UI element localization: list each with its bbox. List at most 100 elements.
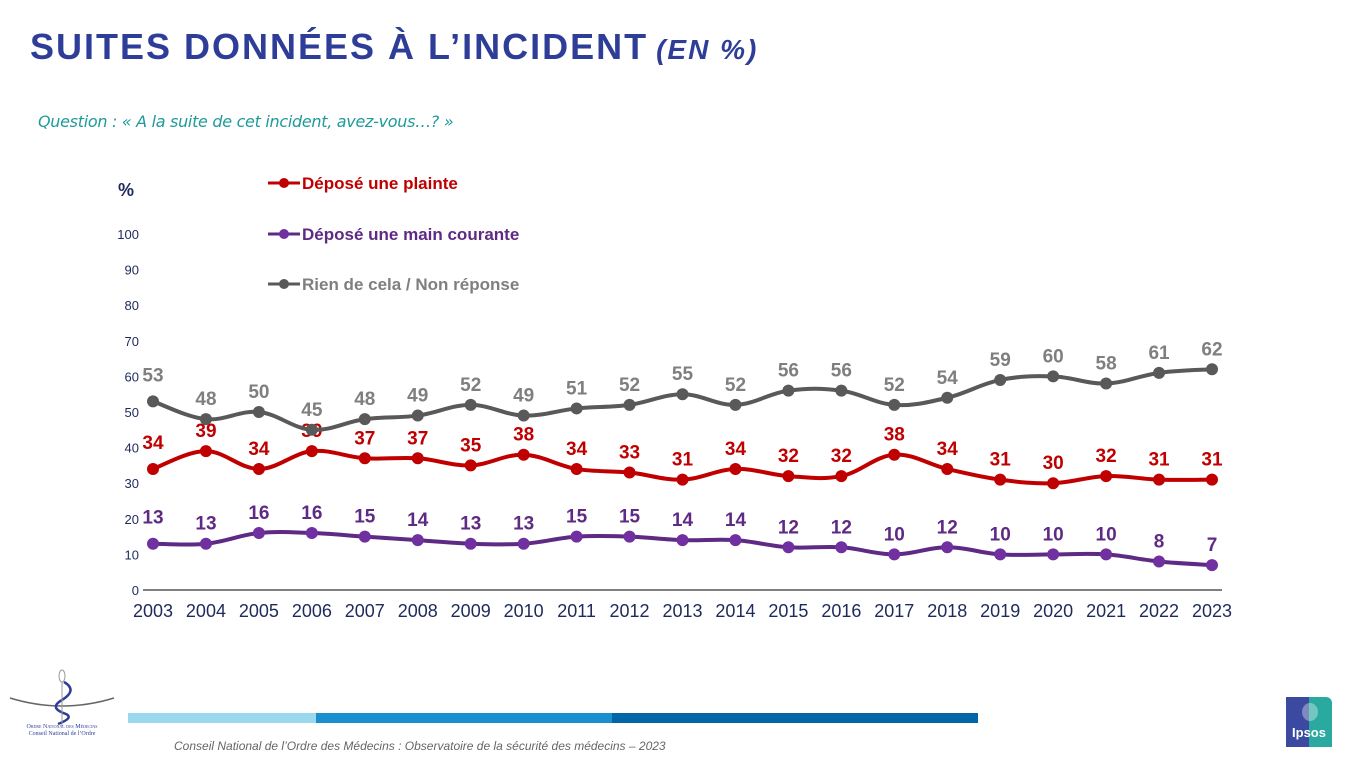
legend-marker-main-courante [279,229,289,239]
data-label-rien: 49 [513,386,534,407]
x-tick-label: 2016 [821,601,861,621]
data-point-rien [464,398,477,411]
data-point-rien [1153,366,1166,379]
data-point-main-courante [1153,555,1166,568]
data-point-main-courante [305,527,318,540]
x-tick-label: 2021 [1086,601,1126,621]
data-label-main-courante: 14 [407,510,429,531]
data-label-rien: 52 [884,375,905,396]
data-point-rien [1047,370,1060,383]
data-point-rien [252,406,265,418]
data-label-plainte: 32 [1096,446,1117,467]
data-point-rien [147,395,159,408]
data-label-plainte: 31 [1201,450,1223,471]
data-label-main-courante: 10 [884,524,905,545]
data-label-main-courante: 15 [619,507,641,528]
data-point-plainte [941,462,954,475]
data-point-rien [782,384,795,397]
data-point-rien [570,402,583,415]
data-label-main-courante: 10 [1096,524,1117,545]
data-label-rien: 53 [142,365,163,386]
profile-head-icon [1302,703,1318,721]
data-point-main-courante [464,537,477,550]
data-label-plainte: 38 [884,425,905,446]
data-point-main-courante [1047,548,1060,561]
data-label-main-courante: 14 [672,510,694,531]
data-label-rien: 52 [619,375,640,396]
data-label-rien: 59 [990,350,1011,371]
x-tick-label: 2008 [398,601,438,621]
data-point-main-courante [676,534,689,547]
data-label-plainte: 32 [831,446,852,467]
data-point-rien [199,413,212,426]
data-point-main-courante [729,534,742,547]
data-label-main-courante: 7 [1207,535,1218,556]
data-point-plainte [252,462,265,475]
x-tick-label: 2007 [345,601,385,621]
data-point-rien [994,373,1007,386]
y-tick-label: 100 [117,227,139,242]
x-tick-label: 2003 [133,601,173,621]
data-label-main-courante: 12 [831,517,852,538]
onm-logo-line1: Ordre National des Médecins [26,724,98,730]
x-tick-label: 2006 [292,601,332,621]
data-point-main-courante [994,548,1007,561]
data-label-rien: 60 [1043,346,1064,367]
legend-label-main-courante: Déposé une main courante [302,225,519,244]
data-label-rien: 45 [301,400,323,421]
data-label-rien: 51 [566,378,588,399]
x-tick-label: 2014 [715,601,755,621]
legend-marker-plainte [279,178,289,188]
data-point-main-courante [517,537,530,550]
data-point-main-courante [888,548,901,561]
y-tick-label: 30 [125,476,139,491]
data-point-plainte [835,470,848,483]
data-label-rien: 48 [354,389,375,410]
y-tick-label: 80 [125,298,139,313]
ipsos-logo-text: Ipsos [1292,725,1326,740]
data-label-plainte: 37 [354,428,375,449]
data-label-rien: 48 [195,389,216,410]
data-label-plainte: 34 [725,439,747,460]
data-point-plainte [1153,473,1166,486]
x-tick-label: 2005 [239,601,279,621]
data-label-main-courante: 14 [725,510,747,531]
y-tick-label: 50 [125,405,139,420]
data-point-plainte [1047,477,1060,490]
data-label-rien: 61 [1148,343,1170,364]
data-point-rien [729,398,742,411]
data-label-rien: 55 [672,364,694,385]
data-label-main-courante: 12 [937,517,958,538]
data-point-rien [1206,363,1218,376]
onm-logo-line2: Conseil National de l’Ordre [28,731,96,737]
data-point-rien [835,384,848,397]
x-tick-label: 2010 [504,601,544,621]
data-label-rien: 58 [1096,354,1117,375]
data-label-rien: 50 [248,382,269,403]
y-tick-label: 70 [125,334,139,349]
data-label-main-courante: 16 [301,503,322,524]
data-label-plainte: 34 [142,433,164,454]
onm-logo-text: Ordre National des Médecins Conseil Nati… [8,724,116,738]
data-point-plainte [147,462,159,475]
x-tick-label: 2004 [186,601,226,621]
data-point-plainte [888,448,901,461]
data-point-plainte [782,470,795,483]
legend-label-rien: Rien de cela / Non réponse [302,275,519,294]
y-tick-label: 90 [125,263,139,278]
data-label-plainte: 31 [672,450,694,471]
title-text: SUITES DONNÉES À L’INCIDENT [30,26,649,67]
data-point-main-courante [623,530,636,543]
data-point-main-courante [1100,548,1113,561]
y-tick-label: 40 [125,441,139,456]
x-tick-label: 2023 [1192,601,1232,621]
data-label-plainte: 34 [566,439,588,460]
footer-band-mid [316,713,612,723]
y-tick-label: 10 [125,547,139,562]
data-point-main-courante [570,530,583,543]
data-point-plainte [411,452,424,465]
y-tick-label: 0 [132,583,139,598]
data-point-plainte [464,459,477,472]
data-point-plainte [1100,470,1113,483]
data-label-rien: 62 [1201,339,1222,360]
